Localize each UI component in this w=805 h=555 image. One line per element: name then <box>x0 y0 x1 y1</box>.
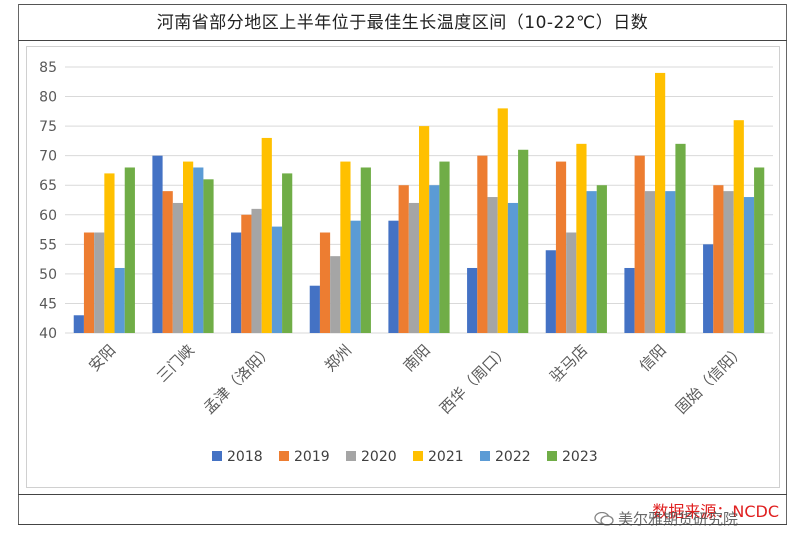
bar-2019 <box>477 155 488 333</box>
legend-label-2018: 2018 <box>227 449 263 465</box>
legend-label-2021: 2021 <box>428 449 464 465</box>
bar-2018 <box>624 267 635 333</box>
legend-label-2020: 2020 <box>361 449 397 465</box>
bar-2020 <box>251 208 262 333</box>
bar-2021 <box>419 126 430 333</box>
bar-2018 <box>73 315 84 333</box>
legend-label-2023: 2023 <box>562 449 598 465</box>
bar-2019 <box>319 232 331 333</box>
legend-label-2022: 2022 <box>495 449 531 465</box>
title-divider <box>18 40 787 41</box>
legend-swatch-2023 <box>547 451 557 461</box>
x-category-label: 孟津（洛阳） <box>200 341 276 417</box>
y-tick-label: 55 <box>39 237 57 253</box>
frame-right-rule <box>786 4 787 525</box>
chart-title: 河南省部分地区上半年位于最佳生长温度区间（10-22℃）日数 <box>156 13 649 33</box>
bar-2022 <box>114 267 125 333</box>
bar-2018 <box>231 232 242 333</box>
bar-2023 <box>596 185 607 333</box>
y-tick-label: 60 <box>39 208 57 224</box>
x-category-label: 安阳 <box>85 341 119 375</box>
y-tick-label: 70 <box>39 149 57 165</box>
chart-area: 40 45 50 55 60 65 70 75 80 85 安阳 三门峡 孟津（洛阳） 郑州 南阳 西华（周口… <box>26 46 780 488</box>
bar-2022 <box>271 226 283 333</box>
bar-2021 <box>261 137 272 333</box>
bar-2018 <box>545 250 556 333</box>
bar-2023 <box>360 167 371 333</box>
x-category-label: 西华（周口） <box>436 341 512 417</box>
legend-swatch-2019 <box>279 451 289 461</box>
bar-2020 <box>723 191 734 333</box>
bar-chart: 40 45 50 55 60 65 70 75 80 85 安阳 三门峡 孟津（洛阳） 郑州 南阳 西华（周口… <box>39 60 773 465</box>
bar-2022 <box>350 220 361 333</box>
y-tick-label: 80 <box>39 90 57 106</box>
watermark-text: 美尔雅期货研究院 <box>618 510 739 528</box>
bar-2021 <box>655 72 666 334</box>
frame-top-rule <box>18 4 787 5</box>
bar-2020 <box>644 191 655 333</box>
y-tick-label: 45 <box>39 296 57 312</box>
bar-2018 <box>703 244 714 333</box>
bar-2019 <box>83 232 95 333</box>
bar-2019 <box>555 161 567 333</box>
legend-swatch-2020 <box>346 451 356 461</box>
bar-2023 <box>754 167 765 333</box>
bar-2021 <box>497 108 508 333</box>
wechat-icon <box>594 511 614 526</box>
bar-2018 <box>388 220 399 333</box>
bar-2023 <box>282 173 293 333</box>
legend-swatch-2022 <box>480 451 490 461</box>
watermark: 美尔雅期货研究院 <box>594 508 738 529</box>
legend-swatch-2018 <box>212 451 222 461</box>
footer-divider <box>18 494 787 495</box>
bar-2023 <box>124 167 135 333</box>
y-tick-label: 65 <box>39 178 57 194</box>
bar-2021 <box>183 161 194 333</box>
y-tick-label: 50 <box>39 267 57 283</box>
x-category-label: 南阳 <box>400 341 434 375</box>
bar-2022 <box>665 191 676 333</box>
y-tick-label: 40 <box>39 326 57 342</box>
bar-2019 <box>162 191 173 333</box>
bar-2022 <box>586 191 597 333</box>
bar-2022 <box>743 197 755 333</box>
x-category-label: 固始（信阳） <box>672 341 748 417</box>
bar-2020 <box>566 232 577 333</box>
bar-2019 <box>398 185 409 333</box>
frame-left-rule <box>18 4 19 525</box>
bar-2020 <box>94 232 105 333</box>
bar-2018 <box>467 267 478 333</box>
x-category-label: 驻马店 <box>547 341 592 386</box>
x-category-label: 郑州 <box>321 341 355 375</box>
bar-2022 <box>507 202 519 333</box>
x-category-label: 信阳 <box>636 341 670 375</box>
legend-label-2019: 2019 <box>294 449 330 465</box>
data-source: 数据来源：NCDC <box>652 502 779 521</box>
bar-2020 <box>172 202 183 333</box>
bar-2018 <box>309 285 320 333</box>
bar-2022 <box>429 185 440 333</box>
bar-2023 <box>203 179 214 333</box>
bar-2020 <box>330 256 341 333</box>
bar-2023 <box>518 149 529 333</box>
x-category-label: 三门峡 <box>153 341 198 386</box>
bar-2021 <box>733 120 744 333</box>
bar-2020 <box>487 197 498 333</box>
bar-2021 <box>104 173 115 333</box>
frame-bottom-rule <box>18 524 787 525</box>
bar-2023 <box>439 161 450 333</box>
bar-2020 <box>408 202 419 333</box>
bar-2018 <box>152 155 163 333</box>
bar-2022 <box>193 167 204 333</box>
bar-2021 <box>340 161 351 333</box>
legend-swatch-2021 <box>413 451 423 461</box>
bar-2023 <box>675 143 686 333</box>
bar-2019 <box>634 155 645 333</box>
bar-2021 <box>576 143 587 333</box>
bar-2019 <box>241 214 252 333</box>
y-tick-label: 75 <box>39 119 57 135</box>
bar-2019 <box>713 185 724 333</box>
y-tick-label: 85 <box>39 60 57 76</box>
